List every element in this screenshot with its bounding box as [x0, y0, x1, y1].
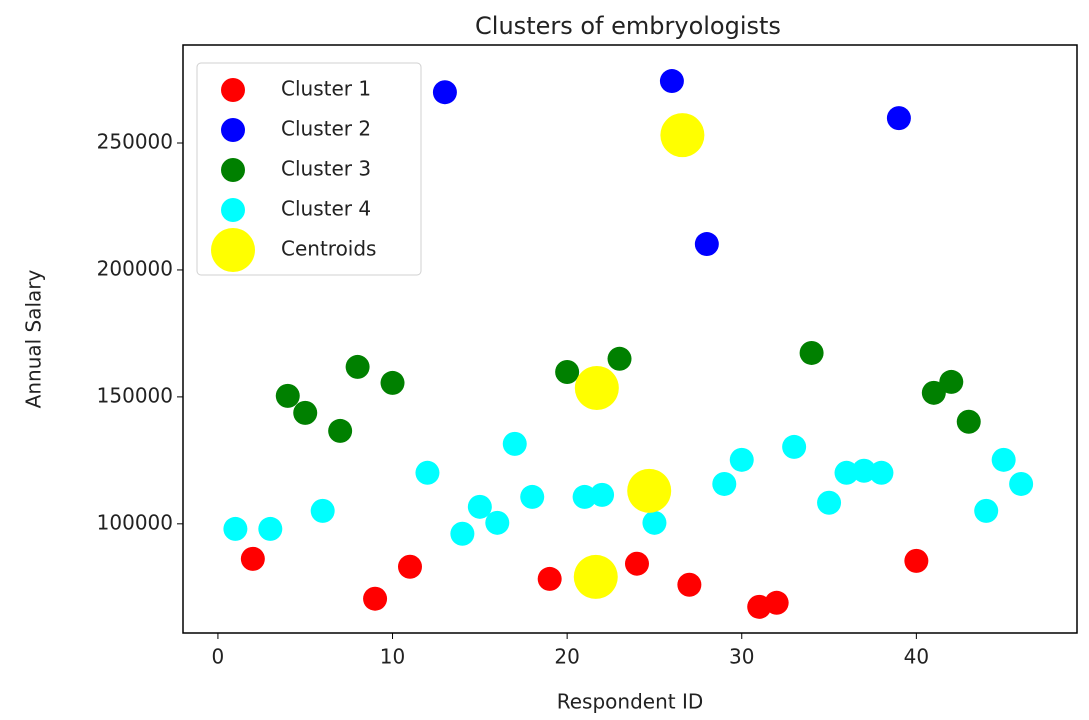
y-tick-label: 200000	[97, 256, 173, 280]
x-tick-label: 30	[729, 645, 754, 669]
legend-marker	[221, 158, 245, 182]
point	[799, 340, 824, 365]
legend-label: Cluster 1	[281, 77, 371, 101]
x-tick-label: 0	[212, 645, 225, 669]
legend-marker	[211, 228, 255, 272]
point	[991, 447, 1016, 472]
plot-frame	[182, 44, 1078, 634]
x-axis-label: Respondent ID	[557, 690, 704, 714]
point	[694, 232, 719, 257]
point	[624, 551, 649, 576]
point	[904, 548, 929, 573]
legend-label: Cluster 3	[281, 157, 371, 181]
point	[1009, 471, 1034, 496]
point	[328, 418, 353, 443]
legend-marker	[221, 198, 245, 222]
point	[450, 521, 475, 546]
y-axis-label: Annual Salary	[22, 269, 46, 408]
point	[869, 460, 894, 485]
legend-label: Cluster 2	[281, 117, 371, 141]
x-tick-label: 20	[554, 645, 579, 669]
point	[574, 366, 619, 410]
point	[712, 471, 737, 496]
point	[467, 494, 492, 519]
point	[572, 484, 597, 509]
point	[240, 546, 265, 571]
point	[886, 106, 911, 131]
legend-box	[196, 62, 422, 276]
point	[293, 400, 318, 425]
x-tick-label: 10	[380, 645, 405, 669]
point	[764, 590, 789, 615]
point	[485, 510, 510, 535]
point	[729, 447, 754, 472]
point	[363, 586, 388, 611]
legend-marker	[221, 78, 245, 102]
point	[834, 460, 859, 485]
point	[921, 380, 946, 405]
chart-title: Clusters of embryologists	[475, 12, 781, 40]
point	[677, 572, 702, 597]
point	[974, 498, 999, 523]
point	[851, 458, 876, 483]
point	[659, 69, 684, 94]
point	[607, 346, 632, 371]
point	[432, 80, 457, 105]
point	[956, 409, 981, 434]
point	[555, 360, 580, 385]
point	[573, 554, 618, 599]
point	[939, 369, 964, 394]
point	[310, 498, 335, 523]
point	[397, 554, 422, 579]
point	[817, 490, 842, 515]
legend-label: Centroids	[281, 237, 376, 261]
point	[415, 460, 440, 485]
legend-marker	[221, 118, 245, 142]
point	[275, 383, 300, 408]
point	[223, 516, 248, 541]
point	[502, 431, 527, 456]
point	[642, 510, 667, 535]
y-tick-label: 250000	[97, 130, 173, 154]
point	[380, 370, 405, 395]
point	[627, 468, 672, 513]
point	[782, 434, 807, 459]
y-tick-label: 100000	[97, 510, 173, 534]
point	[660, 113, 705, 158]
point	[258, 516, 283, 541]
y-tick-label: 150000	[97, 383, 173, 407]
point	[345, 354, 370, 379]
legend-label: Cluster 4	[281, 197, 371, 221]
point	[520, 484, 545, 509]
point	[537, 566, 562, 591]
point	[590, 482, 615, 507]
x-tick-label: 40	[904, 645, 929, 669]
